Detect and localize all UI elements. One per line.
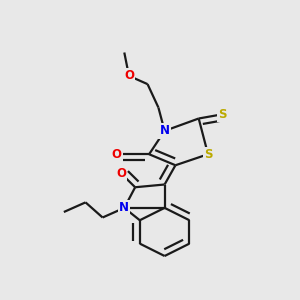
Text: S: S: [204, 148, 212, 161]
Text: O: O: [116, 167, 126, 180]
Text: S: S: [218, 108, 226, 121]
Text: O: O: [124, 69, 134, 82]
Text: N: N: [119, 201, 129, 214]
Text: N: N: [160, 124, 170, 137]
Text: O: O: [112, 148, 122, 161]
